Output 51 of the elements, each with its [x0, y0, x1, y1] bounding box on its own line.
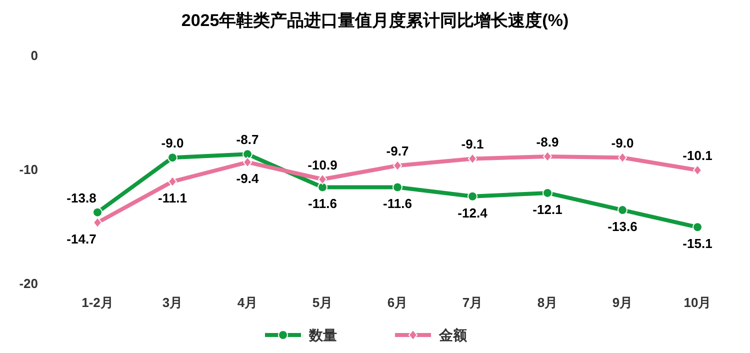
data-label: -14.7 — [66, 232, 96, 247]
x-tick-label: 9月 — [612, 295, 633, 310]
x-tick-label: 7月 — [462, 295, 483, 310]
data-label: -9.0 — [611, 136, 634, 151]
data-label: -15.1 — [682, 236, 712, 252]
data-label: -9.4 — [236, 171, 260, 186]
data-label: -9.1 — [461, 136, 484, 152]
x-tick-label: 5月 — [312, 295, 333, 310]
data-label: -10.1 — [682, 148, 712, 164]
x-tick-label: 6月 — [387, 295, 408, 310]
data-label: -13.6 — [608, 219, 638, 234]
data-label: -8.7 — [236, 132, 259, 148]
x-tick-label: 10月 — [684, 295, 712, 310]
point — [93, 217, 102, 228]
chart-title: 2025年鞋类产品进口量值月度累计同比增长速度(%) — [181, 11, 569, 30]
y-tick-label: -20 — [19, 276, 38, 291]
x-tick-label: 3月 — [162, 295, 183, 310]
data-label: -12.1 — [532, 202, 562, 217]
y-tick-label: 0 — [30, 48, 38, 63]
data-label: -13.8 — [66, 190, 96, 206]
y-tick-label: -10 — [19, 162, 38, 177]
x-tick-label: 1-2月 — [82, 295, 114, 310]
point — [468, 153, 477, 164]
data-label: -11.6 — [383, 196, 412, 212]
legend-label: 金额 — [438, 327, 468, 343]
point — [392, 182, 402, 192]
point — [543, 150, 552, 162]
point — [693, 164, 702, 176]
data-label: -9.0 — [161, 136, 184, 151]
x-tick-label: 8月 — [537, 295, 558, 310]
point — [168, 152, 178, 163]
point — [468, 191, 478, 202]
legend-label: 数量 — [308, 327, 337, 343]
x-tick-label: 4月 — [237, 295, 258, 310]
data-label: -12.4 — [458, 205, 488, 220]
point — [318, 174, 327, 185]
point — [618, 152, 627, 164]
point — [168, 176, 177, 188]
point — [92, 207, 102, 218]
data-label: -11.1 — [158, 190, 187, 206]
data-label: -11.6 — [308, 196, 337, 212]
point — [318, 182, 328, 192]
data-label: -10.9 — [308, 157, 338, 172]
point — [393, 160, 402, 172]
point — [618, 205, 628, 216]
data-label: -8.9 — [536, 134, 559, 150]
point — [243, 156, 252, 168]
point — [542, 188, 552, 198]
point — [692, 222, 702, 232]
data-label: -9.7 — [386, 144, 409, 159]
point — [242, 149, 252, 160]
